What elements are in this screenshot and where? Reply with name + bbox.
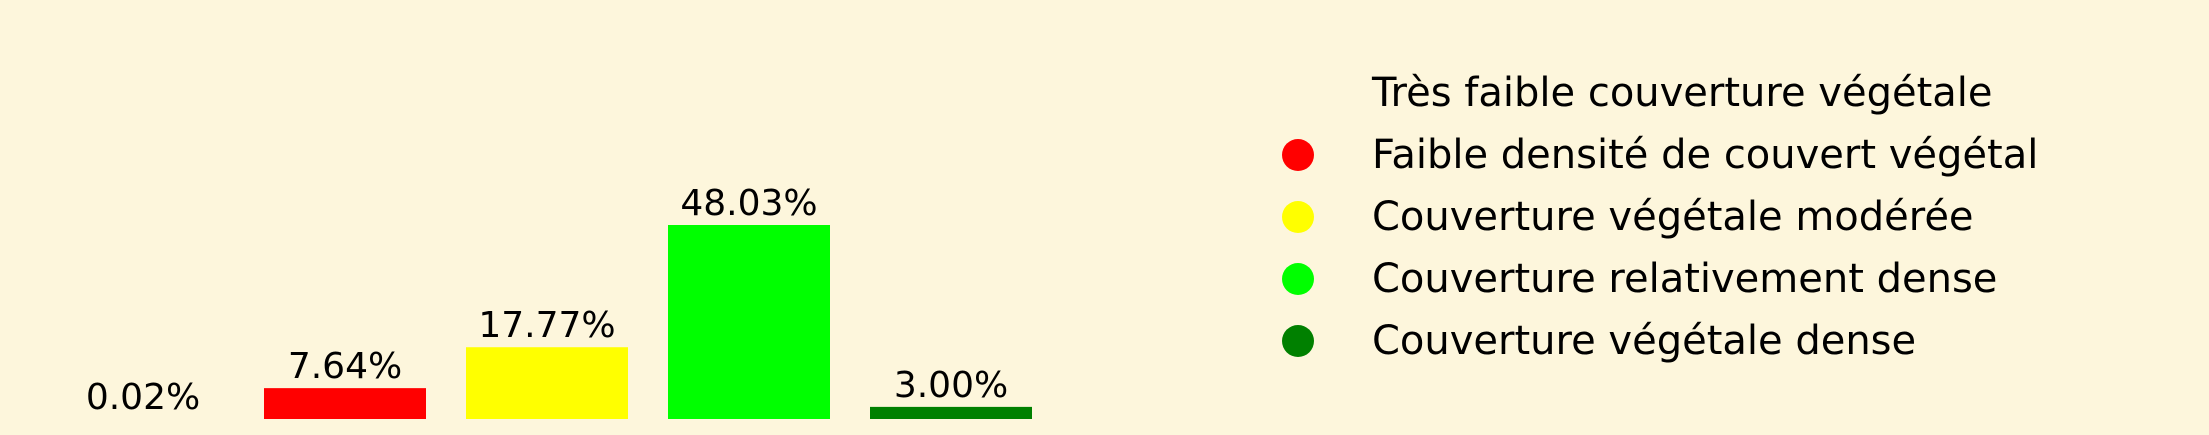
bar-value-label-3: 17.77% — [478, 305, 615, 346]
bar-value-label-4: 48.03% — [680, 183, 817, 224]
legend-item-1: Très faible couverture végétale — [1282, 70, 1993, 116]
legend-label-1: Très faible couverture végétale — [1371, 70, 1993, 116]
bar-3 — [466, 347, 628, 419]
bars-group: 0.02% 7.64% 17.77% 48.03% 3.00% — [62, 183, 1032, 419]
legend-item-4: Couverture relativement dense — [1282, 256, 1997, 302]
bar-value-label-2: 7.64% — [288, 346, 402, 387]
legend-marker-3 — [1282, 201, 1314, 233]
legend-marker-4 — [1282, 263, 1314, 295]
legend-marker-2 — [1282, 139, 1314, 171]
legend-label-2: Faible densité de couvert végétal — [1372, 132, 2038, 178]
legend-item-5: Couverture végétale dense — [1282, 318, 1916, 364]
legend-marker-5 — [1282, 325, 1314, 357]
legend-item-2: Faible densité de couvert végétal — [1282, 132, 2038, 178]
legend-label-5: Couverture végétale dense — [1372, 318, 1916, 364]
bar-4 — [668, 225, 830, 419]
legend-item-3: Couverture végétale modérée — [1282, 194, 1974, 240]
legend-label-4: Couverture relativement dense — [1372, 256, 1997, 302]
bar-value-label-1: 0.02% — [86, 377, 200, 418]
bar-value-label-5: 3.00% — [894, 365, 1008, 406]
bar-5 — [870, 406, 1032, 419]
legend-marker-1 — [1282, 77, 1314, 109]
bar-2 — [264, 388, 426, 419]
legend-label-3: Couverture végétale modérée — [1372, 194, 1974, 240]
legend-group: Très faible couverture végétale Faible de… — [1282, 70, 2038, 364]
